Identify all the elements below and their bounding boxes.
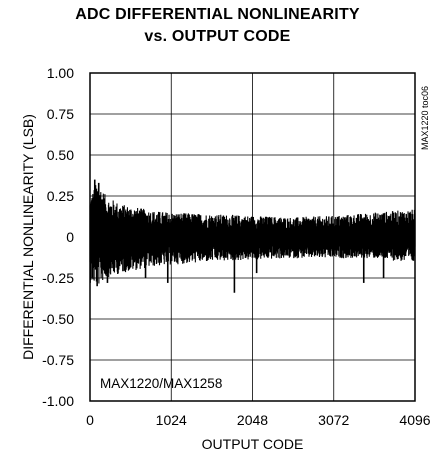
part-number-annotation: MAX1220/MAX1258 [100, 376, 222, 391]
y-axis-ticks: 1.00 0.75 0.50 0.25 0 -0.25 -0.50 -0.75 -1.00 [42, 65, 74, 409]
y-tick-label: 0.75 [47, 106, 74, 122]
y-tick-label: -0.25 [42, 270, 74, 286]
chart-title-line-2: vs. OUTPUT CODE [144, 28, 291, 45]
x-tick-label: 2048 [237, 412, 268, 428]
y-tick-label: -1.00 [42, 393, 74, 409]
figure-id-label: MAX1220 toc06 [420, 86, 430, 150]
y-tick-label: -0.75 [42, 352, 74, 368]
chart-title-line-1: ADC DIFFERENTIAL NONLINEARITY [75, 6, 360, 23]
y-axis-label: DIFFERENTIAL NONLINEARITY (LSB) [20, 114, 36, 360]
x-axis-label: OUTPUT CODE [202, 436, 304, 452]
y-tick-label: 0.25 [47, 188, 74, 204]
x-tick-label: 4096 [399, 412, 430, 428]
y-tick-label: 1.00 [47, 65, 74, 81]
x-tick-label: 3072 [318, 412, 349, 428]
x-tick-label: 1024 [156, 412, 187, 428]
x-tick-label: 0 [86, 412, 94, 428]
plot-frame [89, 72, 416, 402]
y-tick-label: 0.50 [47, 147, 74, 163]
y-tick-label: -0.50 [42, 311, 74, 327]
y-tick-label: 0 [66, 229, 74, 245]
x-axis-ticks: 0 1024 2048 3072 4096 [86, 412, 431, 428]
